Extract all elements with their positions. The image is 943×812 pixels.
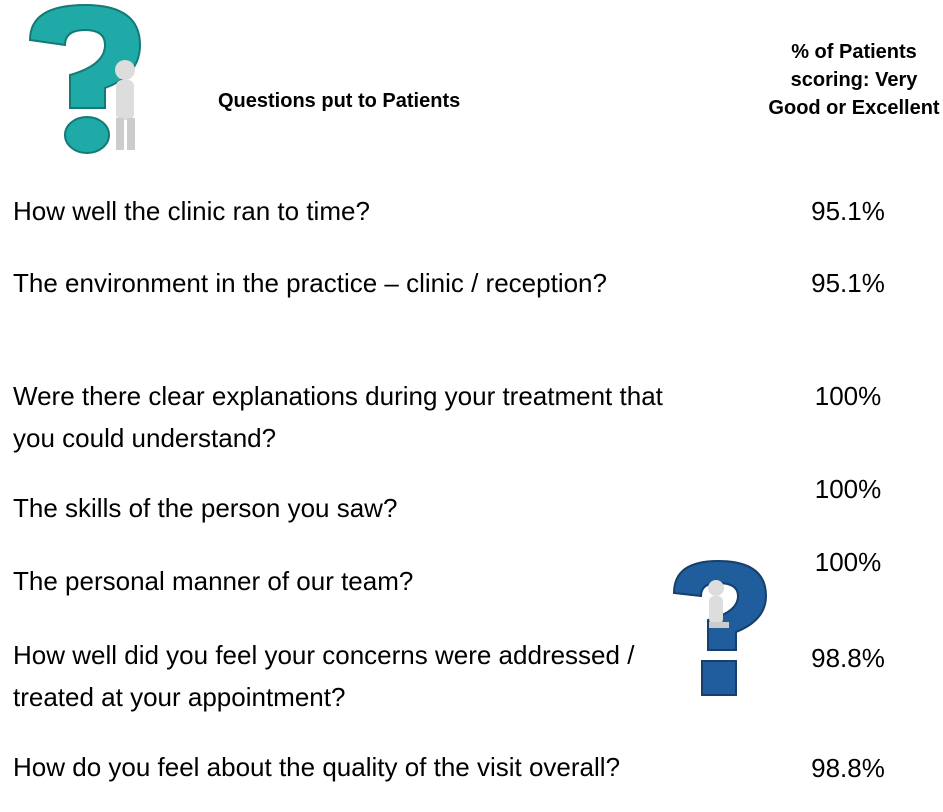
- score: 95.1%: [770, 262, 926, 304]
- page: Questions put to Patients % of Patients …: [0, 0, 943, 812]
- score: 100%: [770, 468, 926, 510]
- score-heading: % of Patients scoring: Very Good or Exce…: [768, 38, 940, 122]
- score: 98.8%: [770, 637, 926, 679]
- question: The environment in the practice – clinic…: [13, 262, 663, 304]
- question: Were there clear explanations during you…: [13, 375, 663, 459]
- score: 100%: [770, 375, 926, 417]
- question-icon-blue: [666, 558, 770, 698]
- question: The personal manner of our team?: [13, 560, 663, 602]
- score: 98.8%: [770, 747, 926, 789]
- question-icon-teal: [10, 0, 160, 160]
- question: How do you feel about the quality of the…: [13, 746, 663, 788]
- score: 100%: [770, 541, 926, 583]
- question: How well did you feel your concerns were…: [13, 634, 663, 718]
- question-heading: Questions put to Patients: [218, 90, 460, 113]
- score: 95.1%: [770, 190, 926, 232]
- question: The skills of the person you saw?: [13, 487, 663, 529]
- question: How well the clinic ran to time?: [13, 190, 663, 232]
